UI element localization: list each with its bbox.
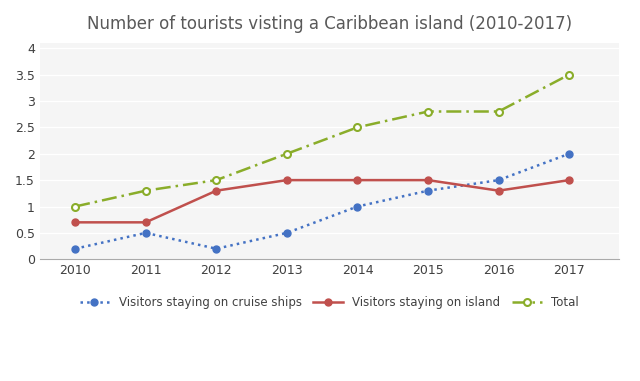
Legend: Visitors staying on cruise ships, Visitors staying on island, Total: Visitors staying on cruise ships, Visito… (75, 291, 584, 314)
Title: Number of tourists visting a Caribbean island (2010-2017): Number of tourists visting a Caribbean i… (86, 15, 572, 33)
